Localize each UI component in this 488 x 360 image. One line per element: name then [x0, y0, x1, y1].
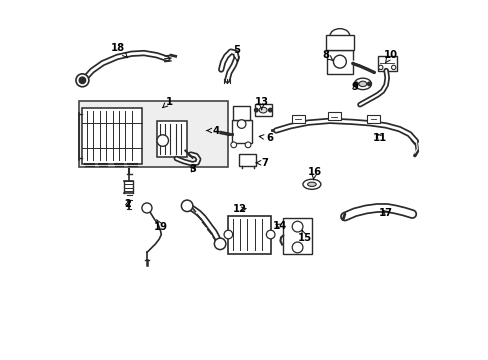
- Circle shape: [292, 221, 303, 232]
- Circle shape: [237, 120, 245, 129]
- Circle shape: [244, 142, 250, 148]
- FancyBboxPatch shape: [325, 35, 353, 50]
- Text: 13: 13: [254, 97, 268, 110]
- Text: 1: 1: [163, 97, 172, 108]
- Circle shape: [230, 142, 236, 148]
- Ellipse shape: [307, 182, 316, 186]
- Text: 17: 17: [378, 208, 392, 218]
- Circle shape: [268, 108, 271, 112]
- Circle shape: [391, 65, 395, 69]
- FancyBboxPatch shape: [82, 108, 142, 164]
- FancyBboxPatch shape: [231, 120, 251, 143]
- FancyBboxPatch shape: [291, 115, 304, 123]
- FancyBboxPatch shape: [377, 55, 396, 71]
- FancyBboxPatch shape: [254, 104, 271, 116]
- Text: 9: 9: [351, 82, 358, 93]
- Text: 15: 15: [297, 230, 311, 243]
- Text: 18: 18: [111, 43, 127, 58]
- Text: 14: 14: [272, 221, 286, 231]
- FancyBboxPatch shape: [366, 115, 379, 123]
- FancyBboxPatch shape: [228, 216, 270, 253]
- Circle shape: [224, 230, 232, 239]
- Ellipse shape: [303, 179, 320, 189]
- Text: 6: 6: [259, 133, 272, 143]
- Circle shape: [76, 74, 89, 87]
- Text: 11: 11: [372, 133, 386, 143]
- FancyBboxPatch shape: [239, 154, 256, 166]
- Circle shape: [254, 108, 258, 112]
- Text: 5: 5: [233, 45, 240, 61]
- Circle shape: [214, 238, 225, 249]
- Circle shape: [79, 77, 85, 84]
- Text: 12: 12: [233, 204, 247, 215]
- Circle shape: [181, 200, 192, 212]
- FancyBboxPatch shape: [327, 112, 340, 120]
- Text: 16: 16: [307, 167, 321, 180]
- Circle shape: [266, 230, 274, 239]
- Circle shape: [157, 135, 168, 146]
- FancyBboxPatch shape: [79, 101, 227, 167]
- Circle shape: [142, 203, 152, 213]
- Text: 19: 19: [154, 220, 168, 232]
- Ellipse shape: [358, 81, 366, 87]
- Text: 10: 10: [383, 50, 397, 63]
- Ellipse shape: [353, 78, 371, 90]
- FancyBboxPatch shape: [233, 107, 250, 120]
- Circle shape: [354, 82, 357, 86]
- Text: 7: 7: [256, 158, 268, 168]
- Text: 2: 2: [124, 199, 131, 210]
- Text: 8: 8: [322, 50, 332, 60]
- Ellipse shape: [259, 107, 266, 113]
- Circle shape: [367, 82, 370, 86]
- Circle shape: [333, 55, 346, 68]
- Text: 3: 3: [189, 164, 196, 174]
- FancyBboxPatch shape: [156, 121, 187, 157]
- Circle shape: [378, 65, 382, 69]
- Text: 4: 4: [206, 126, 219, 135]
- FancyBboxPatch shape: [283, 219, 311, 253]
- FancyBboxPatch shape: [326, 50, 352, 74]
- Circle shape: [292, 242, 303, 253]
